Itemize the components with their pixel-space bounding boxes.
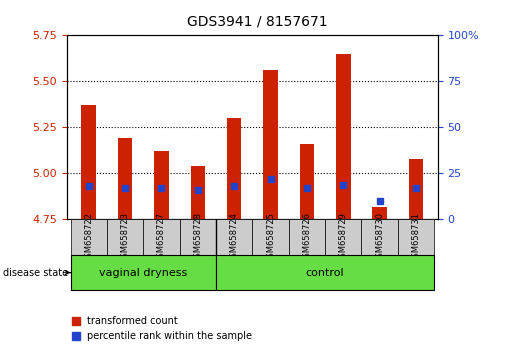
Text: GDS3941 / 8157671: GDS3941 / 8157671 (187, 14, 328, 28)
Text: GSM658727: GSM658727 (157, 212, 166, 263)
Text: GSM658722: GSM658722 (84, 212, 93, 263)
Text: GSM658726: GSM658726 (302, 212, 312, 263)
Text: GSM658724: GSM658724 (230, 212, 238, 263)
FancyBboxPatch shape (216, 219, 252, 255)
FancyBboxPatch shape (216, 255, 434, 290)
FancyBboxPatch shape (362, 219, 398, 255)
Text: GSM658731: GSM658731 (411, 212, 420, 263)
Bar (191, 166, 205, 219)
Text: GSM658725: GSM658725 (266, 212, 275, 263)
FancyBboxPatch shape (289, 219, 325, 255)
Legend: transformed count, percentile rank within the sample: transformed count, percentile rank withi… (72, 316, 252, 341)
Bar (154, 152, 169, 219)
Text: GSM658730: GSM658730 (375, 212, 384, 263)
FancyBboxPatch shape (398, 219, 434, 255)
FancyBboxPatch shape (143, 219, 180, 255)
Bar (300, 144, 314, 219)
FancyBboxPatch shape (252, 219, 289, 255)
Bar (81, 105, 96, 219)
FancyBboxPatch shape (325, 219, 362, 255)
Bar (336, 54, 351, 219)
Bar (118, 138, 132, 219)
Text: vaginal dryness: vaginal dryness (99, 268, 187, 278)
FancyBboxPatch shape (71, 255, 216, 290)
Bar (227, 118, 242, 219)
Bar (409, 159, 423, 219)
FancyBboxPatch shape (107, 219, 143, 255)
Bar (263, 70, 278, 219)
FancyBboxPatch shape (180, 219, 216, 255)
Text: disease state: disease state (3, 268, 71, 278)
Text: GSM658723: GSM658723 (121, 212, 130, 263)
Text: GSM658729: GSM658729 (339, 212, 348, 263)
Text: GSM658728: GSM658728 (193, 212, 202, 263)
FancyBboxPatch shape (71, 219, 107, 255)
Text: control: control (306, 268, 345, 278)
Bar (372, 207, 387, 219)
